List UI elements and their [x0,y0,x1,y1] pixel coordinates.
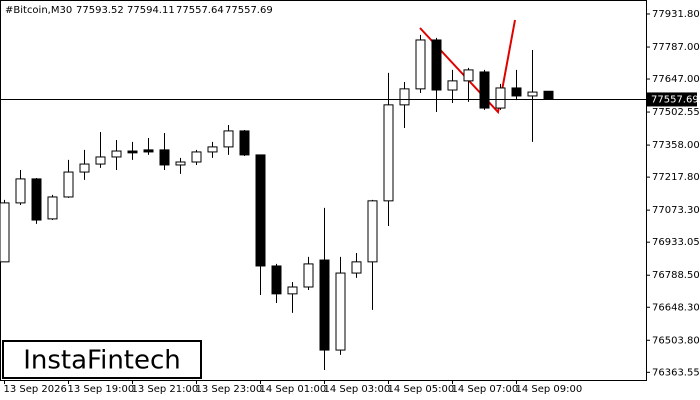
x-tick-label: 13 Sep 23:00 [196,384,263,395]
x-tick-label: 14 Sep 07:00 [452,384,519,395]
y-tick-label: 76648.30 [652,302,700,313]
ohlc-close: 77557.69 [225,5,273,16]
candle-body [463,69,474,82]
candle-body [79,163,90,173]
candle-body [63,171,74,198]
candle-body [175,161,186,166]
candle-body [255,154,266,267]
x-tick-label: 13 Sep 2026 [4,384,67,395]
candle-body [0,202,10,263]
candle-body [495,87,506,109]
candle-body [415,39,426,90]
y-tick-label: 76933.05 [652,237,700,248]
x-tick-label: 14 Sep 01:00 [260,384,327,395]
candle-body [271,265,282,295]
ohlc-high: 77594.11 [127,5,175,16]
candle-body [127,150,138,154]
logo: InstaFintech [23,346,181,376]
candle-body [159,149,170,166]
candle-body [95,156,106,165]
candle-body [191,151,202,163]
candle-body [383,104,394,202]
candle-body [543,90,554,100]
x-tick-label: 14 Sep 03:00 [324,384,391,395]
candle-body [335,272,346,351]
candle-body [303,263,314,288]
y-tick-label: 77787.00 [652,42,700,53]
current-price-box [647,92,697,107]
candle-body [111,150,122,158]
candle-body [527,91,538,97]
candle-body [239,130,250,156]
candle-body [207,146,218,153]
x-tick-label: 14 Sep 05:00 [388,384,455,395]
candle-body [15,178,26,204]
candle-body [479,71,490,109]
x-tick-label: 13 Sep 21:00 [132,384,199,395]
candle-body [143,149,154,153]
candle-body [431,39,442,91]
candle-body [287,286,298,295]
candle-body [367,200,378,263]
y-tick-label: 77358.00 [652,140,700,151]
candle-body [31,178,42,221]
y-tick-label: 77931.80 [652,9,700,20]
y-tick-label: 77073.30 [652,205,700,216]
y-tick-label: 76788.50 [652,270,700,281]
symbol: #Bitcoin,M30 [5,5,72,16]
y-tick-label: 77217.80 [652,172,700,183]
candle-body [47,196,58,220]
ohlc-open: 77593.52 [76,5,124,16]
logo-box [2,340,202,379]
y-tick-label: 76363.55 [652,367,700,378]
current-price-label: 77557.69 [651,94,699,105]
candle-body [223,130,234,148]
ohlc-low: 77557.64 [176,5,224,16]
candle-body [399,88,410,106]
candle-body [447,80,458,91]
candle-body [319,259,330,351]
candle-body [351,261,362,274]
candle-body [511,87,522,97]
y-tick-label: 76503.80 [652,335,700,346]
pattern-line [419,19,516,115]
x-tick-label: 14 Sep 09:00 [516,384,583,395]
x-tick-label: 13 Sep 19:00 [68,384,135,395]
y-tick-label: 77502.55 [652,107,700,118]
y-tick-label: 77647.00 [652,74,700,85]
plot-frame [0,0,647,381]
